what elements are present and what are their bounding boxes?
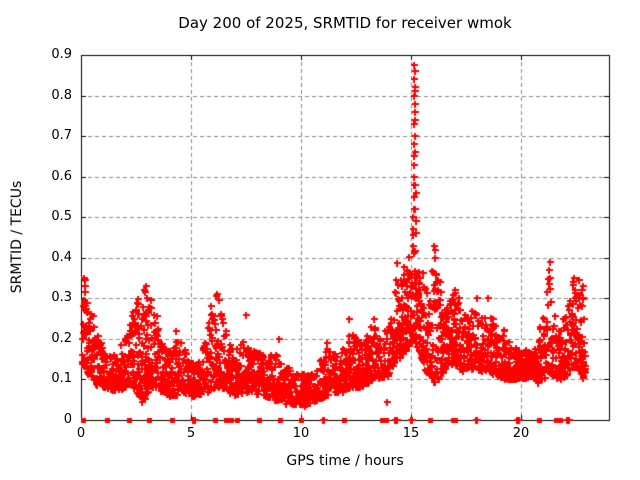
y-tick-label: 0.3 bbox=[51, 290, 72, 306]
y-tick-label: 0.9 bbox=[51, 47, 72, 62]
x-tick-label: 0 bbox=[76, 426, 86, 441]
y-tick-label: 0.5 bbox=[51, 209, 72, 225]
x-tick-label: 10 bbox=[292, 426, 310, 441]
y-tick-label: 0.7 bbox=[51, 128, 72, 144]
y-tick-label: 0.6 bbox=[51, 168, 72, 184]
y-tick-label: 0 bbox=[63, 412, 72, 427]
y-tick-label: 0.4 bbox=[51, 249, 72, 265]
x-tick-label: 20 bbox=[512, 426, 530, 441]
y-axis-label: SRMTID / TECUs bbox=[9, 180, 25, 294]
x-tick-label: 15 bbox=[402, 426, 420, 441]
chart-title: Day 200 of 2025, SRMTID for receiver wmo… bbox=[178, 14, 512, 32]
x-axis-label: GPS time / hours bbox=[286, 453, 404, 469]
y-tick-label: 0.2 bbox=[51, 330, 72, 346]
y-tick-label: 0.1 bbox=[51, 371, 72, 387]
x-tick-label: 5 bbox=[186, 426, 196, 441]
y-tick-label: 0.8 bbox=[51, 87, 72, 103]
